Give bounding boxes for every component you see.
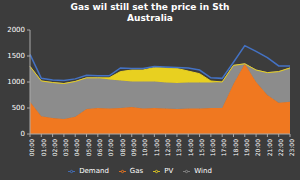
svg-text:1500: 1500: [8, 52, 25, 60]
html-text:Gas: Gas: [129, 167, 144, 175]
svg-text:17:00: 17:00: [220, 139, 227, 156]
svg-text:04:00: 04:00: [73, 139, 80, 156]
svg-text:20:00: 20:00: [254, 139, 261, 156]
svg-text:0: 0: [21, 130, 25, 138]
svg-text:08:00: 08:00: [119, 139, 126, 156]
html-text:Wind: Wind: [194, 167, 212, 175]
svg-text:21:00: 21:00: [266, 139, 273, 156]
svg-text:1000: 1000: [8, 78, 25, 86]
svg-text:22:00: 22:00: [277, 139, 284, 156]
svg-text:14:00: 14:00: [187, 139, 194, 156]
svg-text:19:00: 19:00: [243, 139, 250, 156]
svg-text:13:00: 13:00: [175, 139, 182, 156]
svg-text:12:00: 12:00: [164, 139, 171, 156]
svg-text:07:00: 07:00: [107, 139, 114, 156]
svg-text:01:00: 01:00: [40, 139, 47, 156]
svg-text:05:00: 05:00: [85, 139, 92, 156]
svg-text:00:00: 00:00: [28, 139, 35, 156]
svg-text:09:00: 09:00: [130, 139, 137, 156]
svg-text:10:00: 10:00: [141, 139, 148, 156]
svg-text:02:00: 02:00: [51, 139, 58, 156]
svg-text:16:00: 16:00: [209, 139, 216, 156]
svg-text:23:00: 23:00: [288, 139, 292, 156]
svg-text:03:00: 03:00: [62, 139, 69, 156]
svg-text:15:00: 15:00: [198, 139, 205, 156]
svg-text:11:00: 11:00: [153, 139, 160, 156]
svg-text:18:00: 18:00: [232, 139, 239, 156]
svg-text:500: 500: [12, 104, 25, 112]
html-text:Demand: Demand: [79, 167, 109, 175]
svg-text:2000: 2000: [8, 26, 25, 34]
html-text:Australia: Australia: [127, 13, 173, 23]
svg-text:06:00: 06:00: [96, 139, 103, 156]
html-text:PV: PV: [164, 167, 174, 175]
html-text:Gas wil still set the price in: Gas wil still set the price in Sth: [70, 2, 230, 12]
